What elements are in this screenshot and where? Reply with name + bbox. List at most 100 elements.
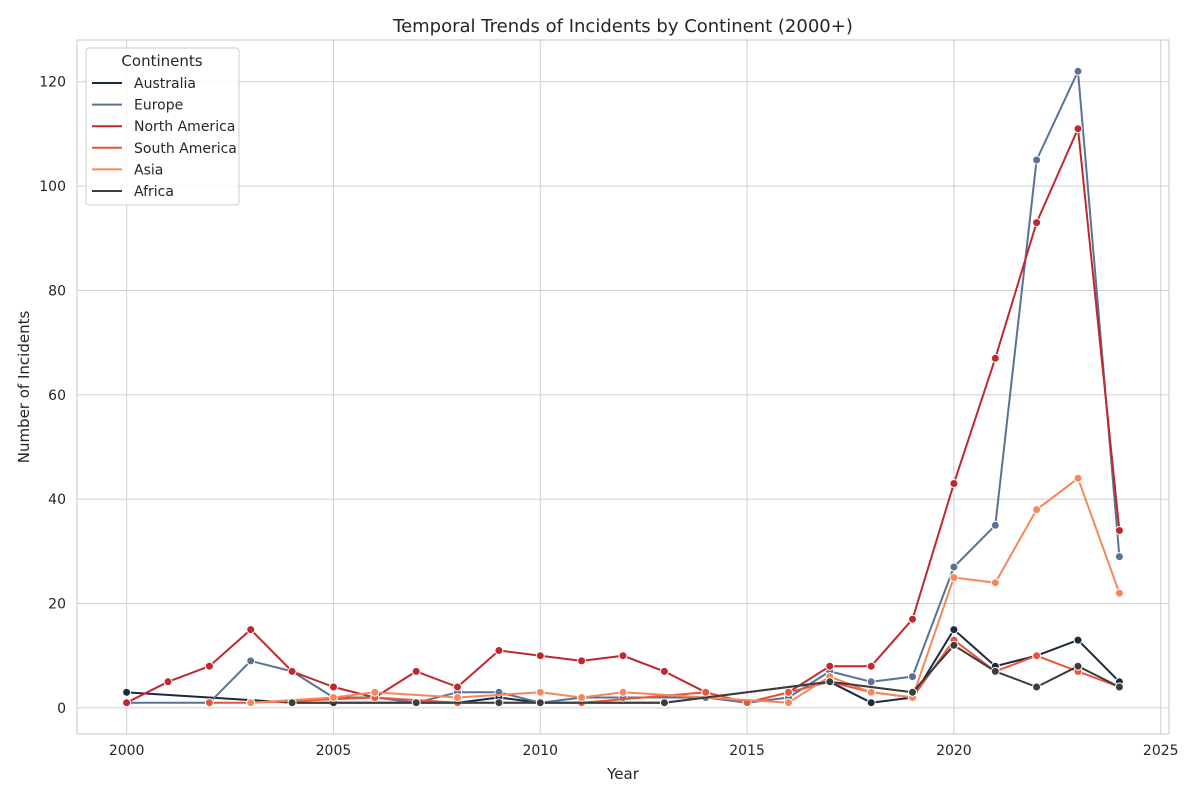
data-point-asia — [246, 698, 256, 708]
x-tick-label: 2020 — [936, 743, 972, 759]
data-point-africa — [494, 698, 504, 708]
tick-labels: 2000 2005 2010 2015 2020 2025 0 20 40 60 80 100 120 — [39, 75, 1178, 759]
data-point-south-america — [701, 687, 711, 697]
x-tick-label: 2025 — [1143, 743, 1179, 759]
data-point-europe — [908, 672, 917, 682]
series-line-africa — [292, 644, 1120, 704]
data-point-europe — [949, 562, 959, 572]
data-point-asia — [370, 687, 380, 697]
data-point-australia — [866, 698, 876, 708]
data-point-europe — [866, 677, 876, 687]
grid — [77, 40, 1169, 734]
plot-frame — [76, 39, 1170, 735]
data-point-north-america — [908, 614, 917, 624]
data-point-north-america — [949, 479, 959, 488]
data-point-asia — [1114, 588, 1124, 598]
data-point-asia — [535, 687, 545, 697]
series-line-europe — [126, 70, 1121, 704]
series-layer — [122, 66, 1124, 708]
data-point-north-america — [246, 625, 256, 635]
legend-label: Asia — [134, 162, 163, 178]
data-point-australia — [949, 625, 959, 635]
data-point-north-america — [287, 666, 297, 676]
data-point-asia — [1032, 505, 1042, 515]
legend-label: Australia — [134, 76, 196, 92]
data-point-north-america — [1114, 526, 1124, 535]
data-point-africa — [1114, 682, 1124, 692]
data-point-north-america — [990, 353, 1000, 363]
y-tick-label: 0 — [57, 701, 66, 717]
y-tick-label: 100 — [39, 179, 66, 195]
series-north-america — [122, 124, 1124, 708]
data-point-north-america — [204, 661, 214, 671]
legend-item-north-america: North America — [92, 119, 235, 135]
data-point-north-america — [329, 682, 338, 692]
chart-title: Temporal Trends of Incidents by Continen… — [392, 16, 853, 37]
data-point-australia — [1073, 635, 1083, 645]
y-tick-label: 60 — [48, 388, 66, 404]
y-tick-label: 40 — [48, 492, 66, 508]
series-line-north-america — [126, 127, 1121, 704]
data-point-north-america — [866, 661, 876, 671]
data-point-europe — [1114, 552, 1124, 562]
data-point-asia — [618, 687, 628, 697]
y-axis-label: Number of Incidents — [15, 311, 33, 464]
data-point-africa — [1032, 682, 1042, 692]
data-point-africa — [949, 640, 959, 650]
data-point-africa — [825, 677, 835, 687]
data-point-africa — [411, 698, 421, 708]
data-point-africa — [908, 687, 917, 697]
data-point-asia — [329, 693, 338, 702]
legend-item-asia: Asia — [92, 162, 163, 178]
data-point-europe — [246, 656, 256, 666]
x-tick-label: 2010 — [522, 743, 558, 759]
data-point-asia — [784, 698, 793, 708]
legend-items: Australia Europe North America South Americ… — [92, 76, 237, 200]
data-point-north-america — [453, 682, 462, 692]
legend-item-south-america: South America — [92, 141, 237, 157]
x-tick-label: 2000 — [109, 743, 145, 759]
data-point-europe — [1032, 155, 1042, 165]
legend-item-australia: Australia — [92, 76, 196, 92]
data-point-africa — [535, 698, 545, 708]
data-point-north-america — [163, 677, 173, 687]
data-point-south-america — [1032, 651, 1042, 661]
legend: Continents Australia Europe North America S… — [85, 47, 240, 206]
data-point-north-america — [618, 651, 628, 661]
legend-label: Europe — [134, 98, 183, 114]
data-point-north-america — [411, 666, 421, 676]
data-point-north-america — [577, 656, 587, 666]
data-point-asia — [1073, 473, 1083, 483]
data-point-africa — [287, 698, 297, 708]
data-point-australia — [122, 687, 132, 697]
y-tick-label: 20 — [48, 597, 66, 613]
data-point-africa — [990, 666, 1000, 676]
series-line-asia — [250, 477, 1121, 704]
data-point-asia — [577, 693, 587, 702]
x-tick-label: 2005 — [316, 743, 352, 759]
data-point-north-america — [494, 646, 504, 655]
x-tick-label: 2015 — [729, 743, 765, 759]
data-point-asia — [453, 693, 462, 702]
data-point-north-america — [122, 698, 132, 708]
legend-label: North America — [134, 119, 235, 135]
data-point-asia — [990, 578, 1000, 588]
data-point-asia — [866, 687, 876, 697]
legend-item-africa: Africa — [92, 184, 174, 200]
data-point-north-america — [535, 651, 545, 661]
x-axis-label: Year — [606, 765, 640, 783]
legend-box — [85, 47, 240, 206]
legend-title: Continents — [121, 52, 202, 70]
data-point-north-america — [659, 666, 669, 676]
data-point-africa — [659, 698, 669, 708]
data-point-north-america — [825, 661, 835, 671]
data-point-africa — [1073, 661, 1083, 671]
data-point-asia — [949, 573, 959, 582]
y-tick-label: 80 — [48, 283, 66, 299]
y-tick-label: 120 — [39, 75, 66, 91]
series-europe — [122, 66, 1124, 708]
legend-label: South America — [134, 141, 237, 157]
data-point-north-america — [1073, 124, 1083, 134]
data-point-europe — [1073, 66, 1083, 76]
